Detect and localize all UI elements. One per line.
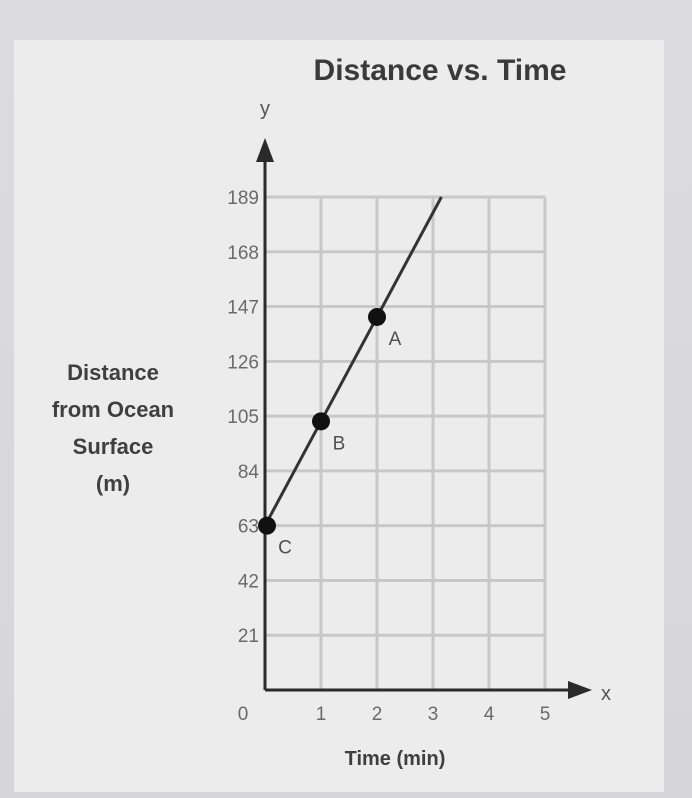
x-axis-letter: x — [601, 683, 611, 705]
y-axis-label-line: (m) — [96, 471, 130, 496]
x-tick-label: 1 — [316, 704, 327, 725]
y-tick-label: 42 — [238, 571, 259, 592]
data-point-a — [368, 307, 386, 326]
point-label-b: B — [333, 433, 346, 454]
y-tick-label: 63 — [238, 517, 259, 538]
y-tick-label: 84 — [238, 462, 260, 483]
tick-labels: 21 42 63 84 105 126 147 168 189 0 1 2 3 4 5 — [227, 188, 550, 725]
y-axis-arrow — [256, 138, 274, 162]
point-label-a: A — [389, 329, 402, 350]
chart-grid — [265, 195, 547, 690]
y-axis-label-line: Distance — [67, 360, 159, 385]
series-line — [263, 196, 443, 527]
x-tick-label: 3 — [428, 704, 439, 725]
chart-axes: yx — [256, 98, 611, 705]
y-axis-label: Distance from Ocean Surface (m) — [52, 360, 174, 496]
origin-label: 0 — [238, 704, 249, 725]
x-axis-label: Time (min) — [345, 748, 446, 770]
x-axis-arrow — [568, 681, 592, 699]
chart-title: Distance vs. Time — [314, 54, 567, 87]
y-axis-label-line: from Ocean — [52, 397, 174, 422]
x-tick-label: 2 — [372, 704, 383, 725]
data-points: A B C — [258, 307, 402, 559]
y-axis-label-line: Surface — [73, 434, 154, 459]
y-tick-label: 147 — [227, 298, 259, 319]
point-label-c: C — [278, 538, 292, 559]
y-tick-label: 189 — [227, 188, 259, 209]
y-tick-label: 21 — [238, 626, 259, 647]
y-tick-label: 126 — [227, 352, 259, 373]
x-tick-label: 5 — [540, 704, 551, 725]
data-point-c — [258, 516, 276, 535]
y-tick-label: 168 — [227, 243, 259, 264]
series-lines — [263, 196, 443, 527]
data-point-b — [312, 412, 330, 431]
y-axis-letter: y — [260, 98, 270, 120]
y-tick-label: 105 — [227, 407, 259, 428]
x-tick-label: 4 — [484, 704, 495, 725]
